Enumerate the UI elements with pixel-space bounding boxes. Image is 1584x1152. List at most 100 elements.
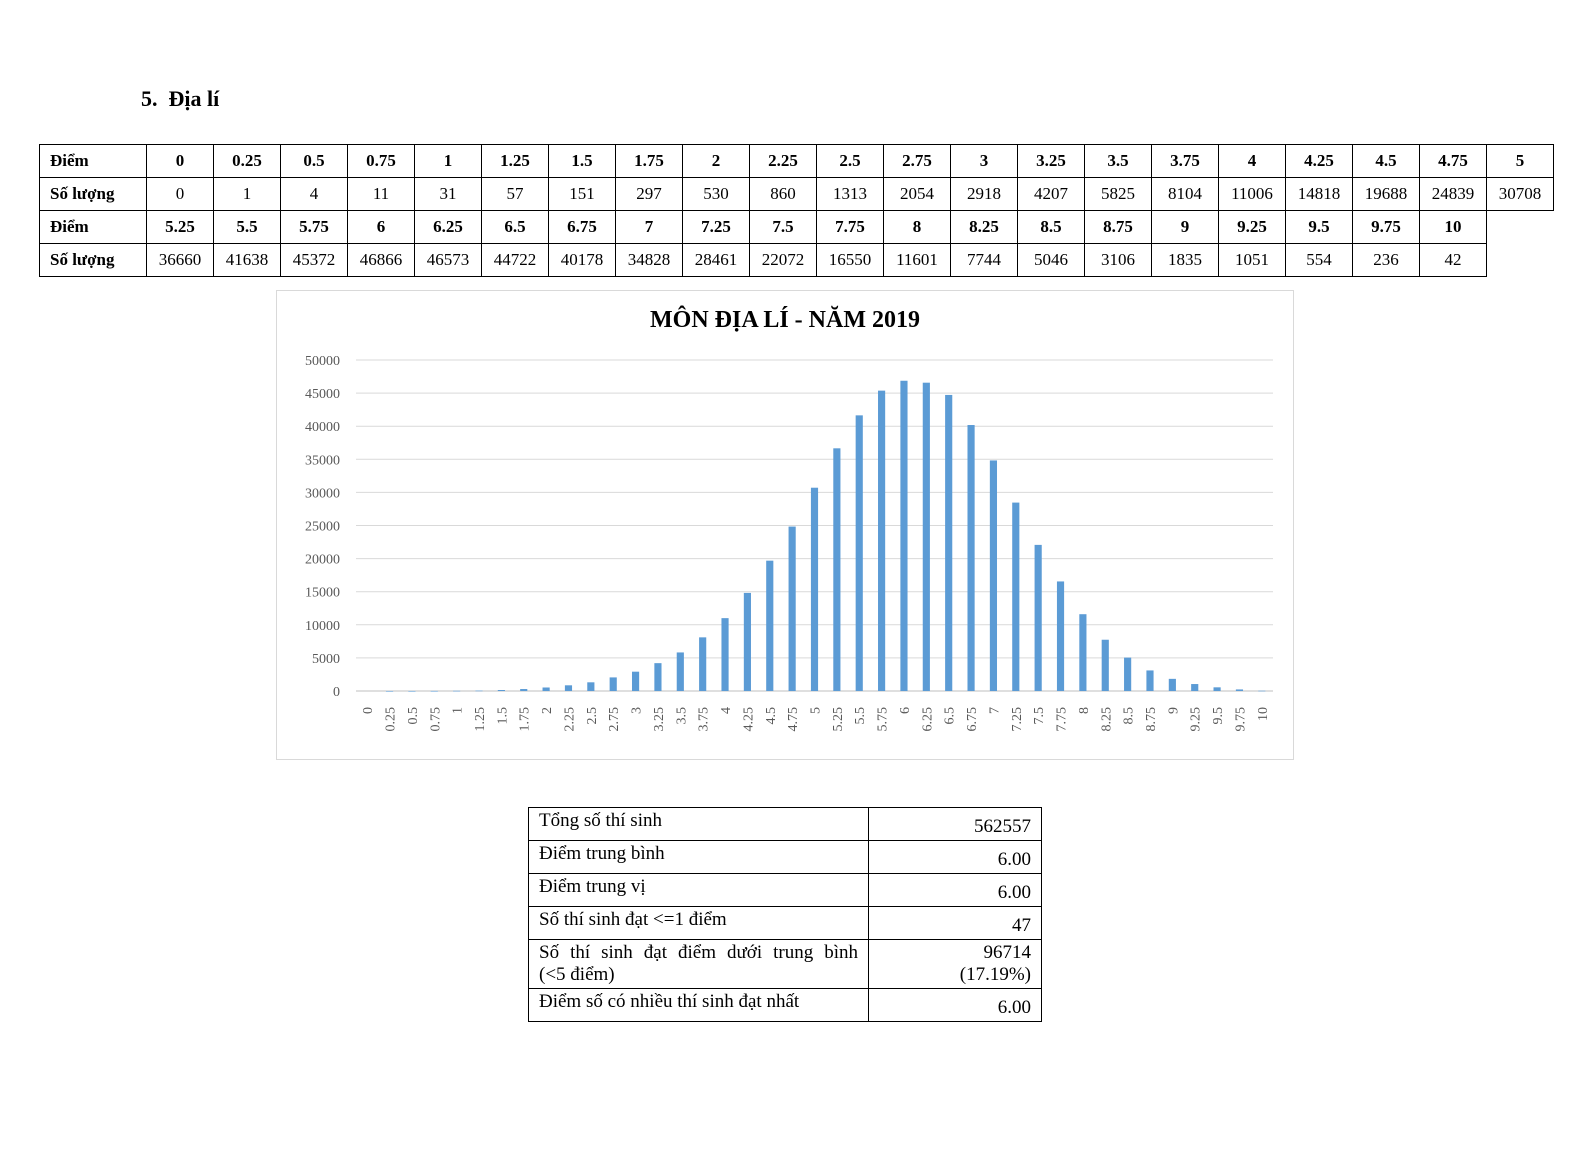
table-cell: 2.5 (816, 144, 884, 178)
table-cell: 57 (481, 177, 549, 211)
x-tick-label: 8.5 (1122, 707, 1137, 725)
table-cell: 46573 (414, 243, 482, 277)
table-cell: 9.5 (1285, 210, 1353, 244)
table-cell: 6.75 (548, 210, 616, 244)
table-cell: 14818 (1285, 177, 1353, 211)
table-cell: 45372 (280, 243, 348, 277)
x-tick-label: 2 (540, 707, 555, 714)
x-tick-label: 0.5 (406, 707, 421, 725)
stat-value-line: (17.19%) (959, 964, 1031, 985)
x-tick-label: 2.25 (562, 707, 577, 732)
table-cell: 5.25 (146, 210, 214, 244)
table-cell: 11006 (1218, 177, 1286, 211)
y-tick-label: 25000 (305, 520, 340, 535)
table-cell: 44722 (481, 243, 549, 277)
table-cell: 1313 (816, 177, 884, 211)
x-tick-label: 1.5 (495, 707, 510, 725)
table-cell: 1835 (1151, 243, 1219, 277)
x-tick-label: 5.75 (876, 707, 891, 732)
row-header: Số lượng (39, 177, 147, 211)
y-tick-label: 10000 (305, 619, 340, 634)
summary-stats-table: Tổng số thí sinh 562557 Điểm trung bình … (528, 807, 1042, 1022)
row-header: Điểm (39, 210, 147, 244)
table-cell: 8.5 (1017, 210, 1085, 244)
y-tick-label: 30000 (305, 486, 340, 501)
stats-row-total: Tổng số thí sinh 562557 (528, 807, 1042, 841)
table-cell: 3.25 (1017, 144, 1085, 178)
table-cell: 42 (1419, 243, 1487, 277)
stat-value: 562557 (868, 807, 1042, 841)
table-cell: 41638 (213, 243, 281, 277)
x-tick-label: 4.5 (764, 707, 779, 725)
table-cell: 236 (1352, 243, 1420, 277)
table-cell: 2918 (950, 177, 1018, 211)
x-tick-label: 0.75 (428, 707, 443, 732)
table-cell: 2 (682, 144, 750, 178)
table-cell: 3 (950, 144, 1018, 178)
table-cell: 5046 (1017, 243, 1085, 277)
bar (542, 687, 550, 691)
table-cell: 8.25 (950, 210, 1018, 244)
table-cell: 36660 (146, 243, 214, 277)
x-tick-label: 1.75 (518, 707, 533, 732)
stat-label-line: Số thí sinh đạt điểm dưới trung bình (539, 942, 858, 963)
section-number: 5. (141, 86, 158, 111)
table-cell: 151 (548, 177, 616, 211)
table-cell: 8.75 (1084, 210, 1152, 244)
table-row: Số lượng 36660 41638 45372 46866 46573 44722 4… (39, 243, 1554, 277)
table-row: Điểm 0 0.25 0.5 0.75 1 1.25 1.5 1.75 2 2.25 2.5 2.7… (39, 144, 1554, 178)
x-tick-label: 0 (361, 707, 376, 714)
table-cell: 6.25 (414, 210, 482, 244)
x-tick-label: 5 (809, 707, 824, 714)
table-row: Số lượng 0 1 4 11 31 57 151 297 530 860 1313 2054 29… (39, 177, 1554, 211)
stats-row-below-average: Số thí sinh đạt điểm dưới trung bình (<5… (528, 939, 1042, 989)
bar (810, 487, 819, 691)
x-tick-label: 7.75 (1055, 707, 1070, 732)
stat-label: Tổng số thí sinh (528, 807, 869, 841)
bar (1034, 544, 1042, 691)
bar (922, 382, 930, 691)
table-cell: 297 (615, 177, 683, 211)
table-cell: 6.5 (481, 210, 549, 244)
bar (1146, 670, 1154, 691)
table-cell: 46866 (347, 243, 415, 277)
stat-value: 6.00 (868, 873, 1042, 907)
x-tick-label: 7.25 (1010, 707, 1025, 732)
table-cell: 3.75 (1151, 144, 1219, 178)
stats-row-mean: Điểm trung bình 6.00 (528, 840, 1042, 874)
table-cell: 0 (146, 177, 214, 211)
stat-value: 6.00 (868, 840, 1042, 874)
bar (408, 690, 416, 692)
bar (743, 592, 751, 691)
x-tick-label: 4 (719, 707, 734, 714)
table-cell: 7.75 (816, 210, 884, 244)
stat-value: 47 (868, 906, 1042, 940)
table-cell: 40178 (548, 243, 616, 277)
bar (564, 685, 573, 691)
bar (945, 394, 953, 691)
table-cell: 22072 (749, 243, 817, 277)
table-cell: 16550 (816, 243, 884, 277)
x-tick-label: 7 (987, 707, 1002, 714)
x-tick-label: 1.25 (473, 707, 488, 732)
row-header: Điểm (39, 144, 147, 178)
x-tick-label: 9.5 (1211, 707, 1226, 725)
bar (631, 671, 640, 691)
stat-value: 6.00 (868, 988, 1042, 1022)
x-tick-label: 1 (451, 707, 466, 714)
chart-plot: 0 5000 10000 15000 20000 25000 30000 35000 40000… (305, 354, 1273, 732)
table-cell: 9.75 (1352, 210, 1420, 244)
x-tick-label: 9.25 (1189, 707, 1204, 732)
table-cell: 2.75 (883, 144, 951, 178)
table-cell: 530 (682, 177, 750, 211)
table-row: Điểm 5.25 5.5 5.75 6 6.25 6.5 6.75 7 7.25 7.5 7.75… (39, 210, 1554, 244)
bar (654, 663, 662, 691)
table-cell: 11601 (883, 243, 951, 277)
stats-row-le1: Số thí sinh đạt <=1 điểm 47 (528, 906, 1042, 940)
table-cell: 5 (1486, 144, 1554, 178)
x-tick-label: 8.75 (1144, 707, 1159, 732)
table-cell: 554 (1285, 243, 1353, 277)
bar (878, 390, 886, 691)
table-cell: 31 (414, 177, 482, 211)
stat-label: Số thí sinh đạt <=1 điểm (528, 906, 869, 940)
